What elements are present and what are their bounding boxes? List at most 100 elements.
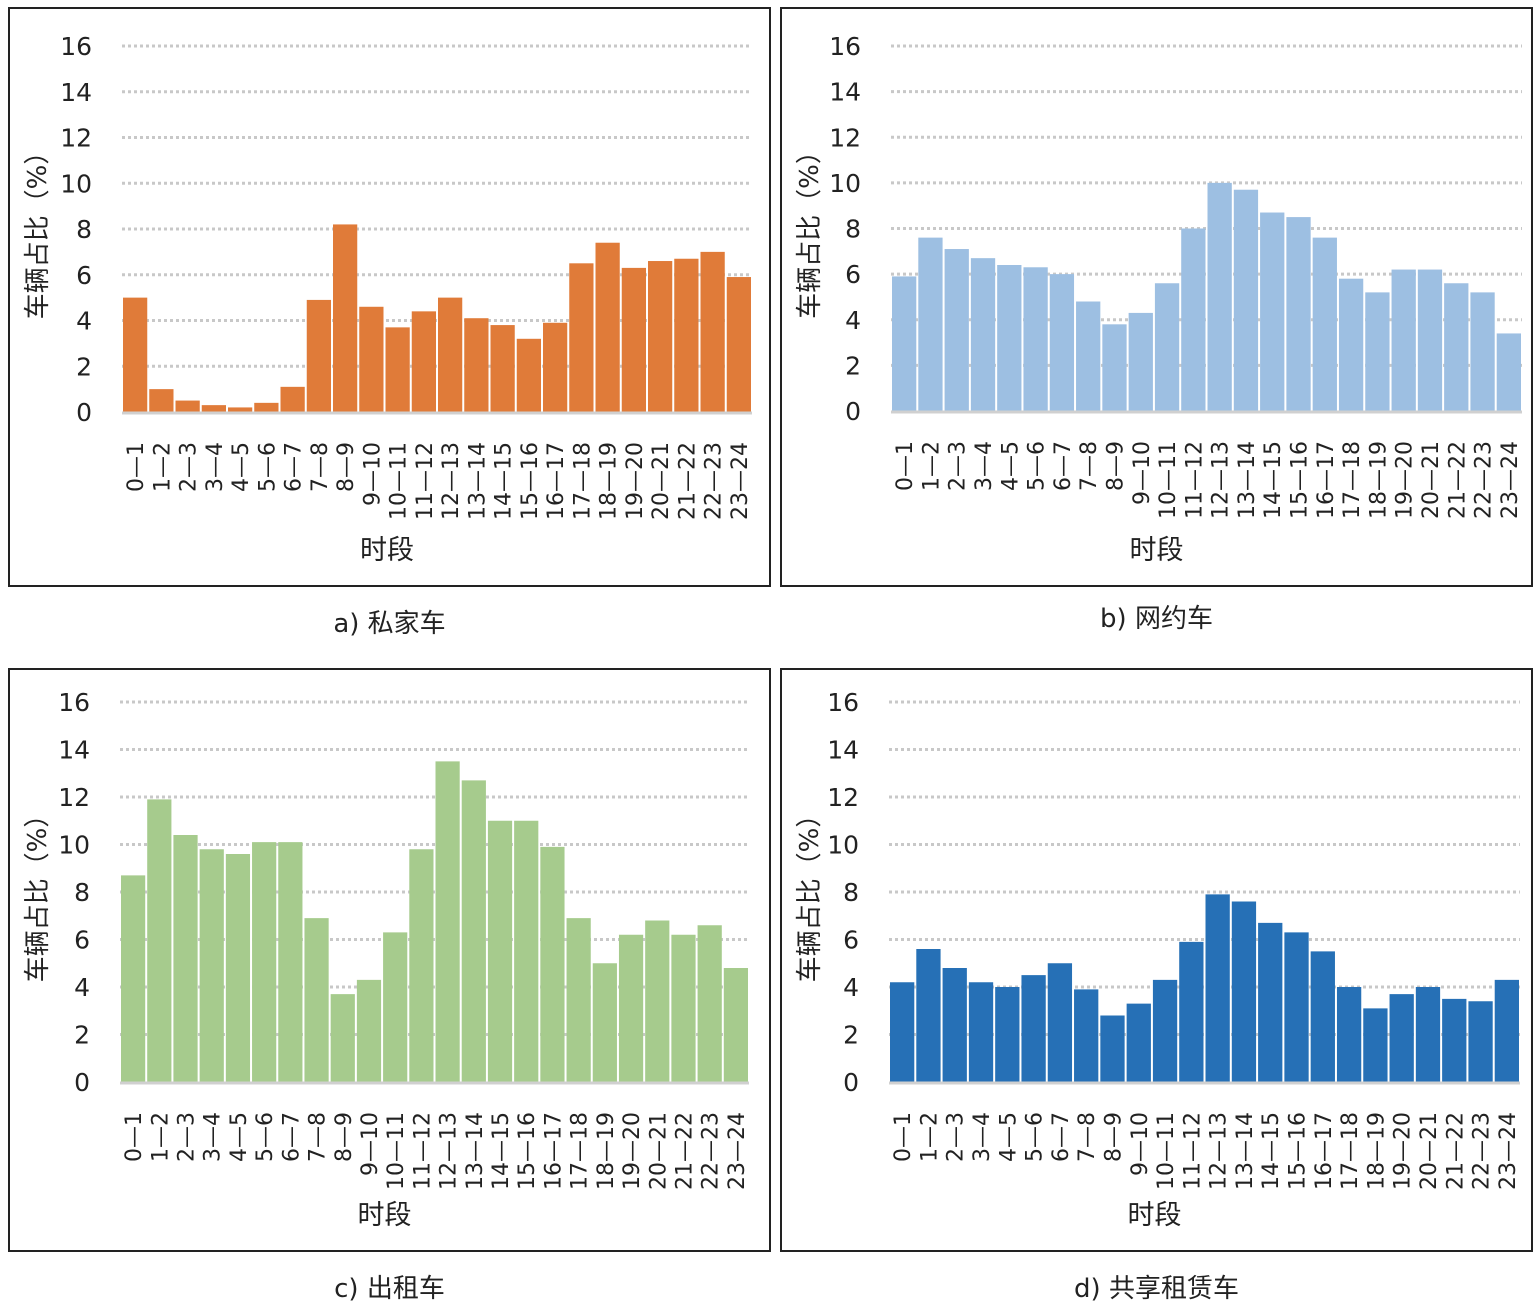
bar — [435, 761, 460, 1082]
y-tick-label: 6 — [845, 260, 861, 289]
bar — [464, 318, 489, 412]
x-tick-label: 6—7 — [282, 442, 307, 492]
x-tick-label: 11—12 — [1182, 441, 1207, 519]
bar — [1336, 987, 1362, 1082]
bar — [621, 267, 646, 412]
x-axis-title: 时段 — [1128, 1200, 1182, 1231]
bar — [1233, 189, 1259, 411]
x-axis-title: 时段 — [360, 535, 414, 566]
bar — [1074, 989, 1099, 1082]
x-axis-title: 时段 — [1130, 535, 1184, 566]
y-tick-label: 0 — [74, 1068, 90, 1097]
x-tick-label: 21—22 — [1443, 1112, 1468, 1190]
y-axis-title: 车辆占比（%） — [23, 802, 53, 983]
bar — [1128, 312, 1153, 411]
bar — [1363, 1008, 1388, 1082]
x-tick-label: 6—7 — [279, 1112, 304, 1162]
x-tick-label: 22—23 — [702, 442, 727, 520]
x-tick-label: 3—4 — [972, 441, 997, 491]
x-tick-label: 14—15 — [492, 442, 517, 520]
y-tick-label: 10 — [829, 169, 861, 198]
bar — [383, 932, 408, 1082]
x-tick-label: 19—20 — [623, 442, 648, 520]
x-tick-label: 0—1 — [124, 442, 149, 492]
bar — [671, 934, 696, 1082]
x-tick-label: 16—17 — [1314, 441, 1339, 519]
y-tick-label: 14 — [58, 736, 90, 765]
bar — [1207, 182, 1232, 411]
y-tick-label: 10 — [827, 831, 859, 860]
bar — [1417, 269, 1443, 411]
bar — [306, 299, 331, 412]
x-tick-label: 20—21 — [646, 1112, 671, 1190]
x-tick-label: 7—8 — [1075, 1112, 1100, 1162]
x-tick-label: 4—5 — [996, 1112, 1021, 1162]
x-tick-label: 17—18 — [568, 1112, 593, 1190]
x-tick-label: 1—2 — [150, 442, 175, 492]
bar — [1152, 979, 1178, 1082]
x-tick-label: 18—19 — [1364, 1112, 1389, 1190]
x-tick-label: 14—15 — [1261, 441, 1286, 519]
x-tick-label: 8—9 — [1103, 441, 1128, 491]
y-tick-label: 6 — [76, 261, 92, 290]
bar — [1126, 1003, 1151, 1082]
bar — [359, 306, 384, 412]
x-tick-label: 0—1 — [893, 441, 918, 491]
x-tick-label: 13—14 — [463, 1112, 488, 1190]
bar — [173, 835, 198, 1082]
bar — [438, 297, 463, 412]
y-tick-label: 14 — [827, 736, 859, 765]
bar — [1023, 267, 1048, 411]
y-axis-title: 车辆占比（%） — [795, 138, 825, 319]
x-tick-label: 16—17 — [1312, 1112, 1337, 1190]
bar — [1389, 994, 1414, 1082]
bar — [1021, 975, 1046, 1082]
bar — [1258, 922, 1283, 1082]
x-tick-label: 21—22 — [672, 1112, 697, 1190]
bar — [1231, 901, 1257, 1082]
x-tick-label: 10—11 — [1154, 1112, 1179, 1190]
bar — [147, 799, 172, 1082]
x-tick-label: 11—12 — [1180, 1112, 1205, 1190]
y-tick-label: 0 — [845, 397, 861, 426]
x-tick-label: 23—24 — [728, 442, 753, 520]
x-axis-title: 时段 — [358, 1200, 412, 1231]
y-tick-label: 8 — [843, 878, 859, 907]
y-tick-label: 12 — [829, 123, 861, 152]
y-tick-label: 6 — [843, 926, 859, 955]
bar — [304, 918, 329, 1082]
y-tick-label: 4 — [845, 306, 861, 335]
x-tick-label: 1—2 — [917, 1112, 942, 1162]
bar — [540, 846, 565, 1082]
y-axis-title: 车辆占比（%） — [23, 139, 53, 320]
x-tick-label: 2—3 — [177, 442, 202, 492]
y-tick-label: 2 — [843, 1021, 859, 1050]
y-tick-label: 2 — [74, 1021, 90, 1050]
bar — [726, 277, 751, 412]
y-tick-label: 6 — [74, 926, 90, 955]
chart-frame — [8, 668, 771, 1252]
bar — [595, 242, 620, 412]
x-tick-label: 20—21 — [1417, 1112, 1442, 1190]
x-tick-label: 12—13 — [437, 1112, 462, 1190]
bar — [280, 386, 305, 412]
bar — [199, 849, 224, 1082]
bar — [356, 979, 382, 1082]
x-tick-label: 12—13 — [439, 442, 464, 520]
y-tick-label: 8 — [845, 215, 861, 244]
x-tick-label: 12—13 — [1207, 1112, 1232, 1190]
bar — [254, 402, 279, 412]
x-tick-label: 18—19 — [594, 1112, 619, 1190]
y-tick-label: 16 — [827, 688, 859, 717]
bar — [1102, 324, 1127, 411]
y-tick-label: 12 — [60, 124, 92, 153]
x-tick-label: 18—19 — [597, 442, 622, 520]
x-tick-label: 4—5 — [227, 1112, 252, 1162]
x-tick-label: 5—6 — [253, 1112, 278, 1162]
bar — [569, 263, 594, 412]
x-tick-label: 7—8 — [308, 442, 333, 492]
bar — [201, 405, 226, 412]
y-tick-label: 2 — [76, 352, 92, 381]
